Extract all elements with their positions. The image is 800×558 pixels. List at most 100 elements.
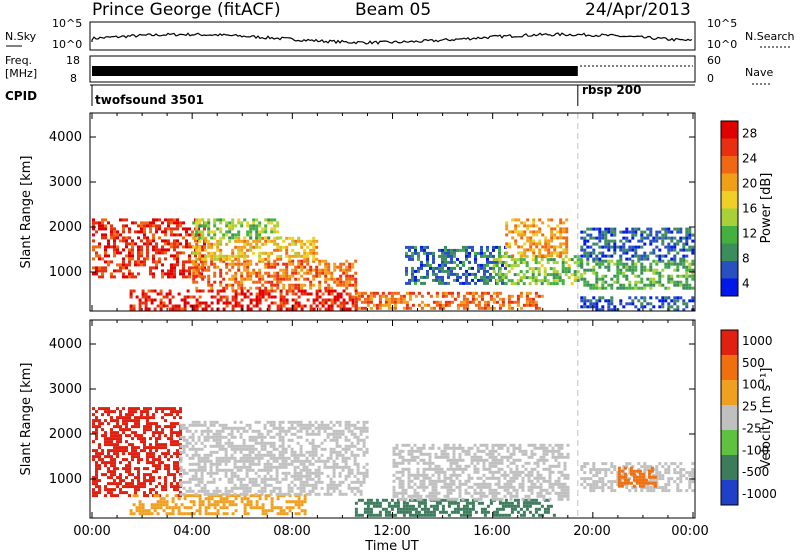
heatmap-cell <box>424 505 427 508</box>
heatmap-cell <box>128 443 131 446</box>
heatmap-cell <box>354 433 357 436</box>
heatmap-cell <box>444 270 447 273</box>
heatmap-cell <box>351 469 354 472</box>
heatmap-cell <box>198 481 201 484</box>
heatmap-cell <box>136 296 139 299</box>
heatmap-cell <box>625 269 628 272</box>
heatmap-cell <box>334 296 337 299</box>
heatmap-cell <box>315 451 318 454</box>
heatmap-cell <box>225 243 228 246</box>
heatmap-cell <box>170 440 173 443</box>
heatmap-cell <box>441 258 444 261</box>
heatmap-cell <box>306 457 309 460</box>
heatmap-cell <box>531 468 534 471</box>
heatmap-cell <box>426 453 429 456</box>
heatmap-cell <box>98 269 101 272</box>
heatmap-cell <box>474 483 477 486</box>
heatmap-cell <box>306 439 309 442</box>
heatmap-cell <box>193 308 196 311</box>
heatmap-cell <box>520 295 523 298</box>
heatmap-cell <box>366 421 369 424</box>
heatmap-cell <box>580 263 583 266</box>
heatmap-cell <box>238 305 241 308</box>
heatmap-cell <box>336 436 339 439</box>
heatmap-cell <box>411 498 414 501</box>
heatmap-cell <box>559 221 562 224</box>
heatmap-cell <box>122 227 125 230</box>
sky-label: N.Sky <box>5 30 37 43</box>
heatmap-cell <box>658 299 661 302</box>
heatmap-cell <box>262 296 265 299</box>
heatmap-cell <box>565 245 568 248</box>
heatmap-cell <box>216 451 219 454</box>
heatmap-cell <box>565 267 568 270</box>
heatmap-cell <box>309 249 312 252</box>
heatmap-cell <box>628 296 631 299</box>
heatmap-cell <box>155 242 158 245</box>
heatmap-cell <box>155 410 158 413</box>
date-title: 24/Apr/2013 <box>585 0 691 20</box>
heatmap-cell <box>297 460 300 463</box>
heatmap-cell <box>265 497 268 500</box>
heatmap-cell <box>151 512 154 515</box>
heatmap-cell <box>243 255 246 258</box>
heatmap-cell <box>128 257 131 260</box>
heatmap-cell <box>499 261 502 264</box>
heatmap-cell <box>571 258 574 261</box>
heatmap-cell <box>134 242 137 245</box>
heatmap-cell <box>104 410 107 413</box>
heatmap-cell <box>514 508 517 511</box>
heatmap-cell <box>586 258 589 261</box>
heatmap-cell <box>161 428 164 431</box>
heatmap-cell <box>133 290 136 293</box>
heatmap-cell <box>489 465 492 468</box>
heatmap-cell <box>465 480 468 483</box>
heatmap-cell <box>462 282 465 285</box>
heatmap-cell <box>213 221 216 224</box>
heatmap-cell <box>324 463 327 466</box>
freq-tick-top: 18 <box>66 54 80 67</box>
heatmap-cell <box>330 287 333 290</box>
heatmap-cell <box>137 479 140 482</box>
heatmap-cell <box>520 236 523 239</box>
heatmap-cell <box>134 221 137 224</box>
heatmap-cell <box>646 258 649 261</box>
heatmap-cell <box>252 481 255 484</box>
heatmap-cell <box>98 224 101 227</box>
heatmap-cell <box>367 499 370 502</box>
heatmap-cell <box>556 254 559 257</box>
heatmap-cell <box>315 481 318 484</box>
heatmap-cell <box>547 239 550 242</box>
heatmap-cell <box>175 503 178 506</box>
heatmap-cell <box>273 243 276 246</box>
heatmap-cell <box>411 273 414 276</box>
heatmap-cell <box>483 282 486 285</box>
heatmap-cell <box>658 237 661 240</box>
heatmap-cell <box>163 503 166 506</box>
heatmap-cell <box>580 231 583 234</box>
heatmap-cell <box>379 295 382 298</box>
heatmap-cell <box>309 243 312 246</box>
heatmap-cell <box>342 269 345 272</box>
heatmap-cell <box>435 465 438 468</box>
heatmap-cell <box>225 472 228 475</box>
heatmap-cell <box>261 230 264 233</box>
heatmap-cell <box>213 258 216 261</box>
heatmap-cell <box>128 254 131 257</box>
heatmap-cell <box>498 444 501 447</box>
heatmap-cell <box>137 263 140 266</box>
heatmap-cell <box>289 509 292 512</box>
heatmap-cell <box>456 258 459 261</box>
heatmap-cell <box>432 489 435 492</box>
heatmap-cell <box>598 299 601 302</box>
heatmap-cell <box>195 249 198 252</box>
heatmap-cell <box>474 273 477 276</box>
heatmap-cell <box>345 436 348 439</box>
heatmap-cell <box>267 266 270 269</box>
heatmap-cell <box>231 233 234 236</box>
heatmap-cell <box>544 239 547 242</box>
heatmap-cell <box>508 505 511 508</box>
heatmap-cell <box>691 234 694 237</box>
heatmap-cell <box>486 246 489 249</box>
heatmap-cell <box>345 269 348 272</box>
